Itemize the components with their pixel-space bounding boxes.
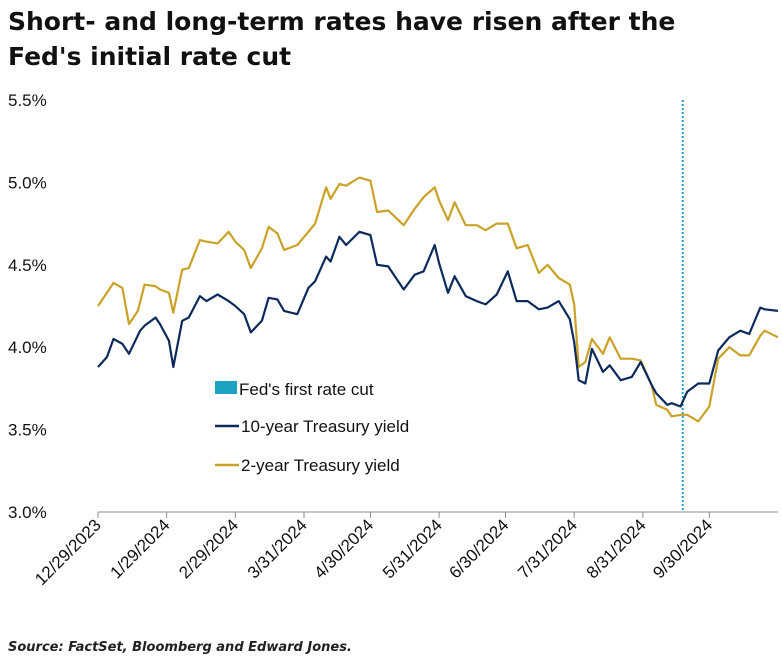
x-tick-label: 3/31/2024 bbox=[244, 515, 311, 582]
y-tick-label: 5.5% bbox=[8, 91, 47, 110]
x-tick-label: 4/30/2024 bbox=[310, 515, 377, 582]
y-tick-label: 5.0% bbox=[8, 173, 47, 192]
x-tick-label: 1/29/2024 bbox=[107, 515, 174, 582]
legend-label-fed-rate-cut: Fed's first rate cut bbox=[239, 380, 374, 399]
legend-label-series: 10-year Treasury yield bbox=[241, 417, 409, 436]
y-tick-label: 3.0% bbox=[8, 503, 47, 522]
x-tick-label: 12/29/2023 bbox=[31, 515, 105, 589]
yield-line-chart: 3.0% 3.5% 4.0% 4.5% 5.0% 5.5% 12/29/2023 1/29/… bbox=[8, 91, 779, 589]
x-tick-label: 9/30/2024 bbox=[649, 515, 716, 582]
x-tick-label: 5/31/2024 bbox=[379, 515, 446, 582]
x-tick-label: 6/30/2024 bbox=[445, 515, 512, 582]
legend: Fed's first rate cut 10-year Treasury yie… bbox=[215, 380, 409, 475]
chart-title-line-2: Fed's initial rate cut bbox=[8, 42, 292, 71]
chart-title-line-1: Short- and long-term rates have risen af… bbox=[8, 7, 676, 36]
y-tick-label: 4.0% bbox=[8, 338, 47, 357]
x-tick-label: 7/31/2024 bbox=[514, 515, 581, 582]
source-note: Source: FactSet, Bloomberg and Edward Jo… bbox=[8, 640, 352, 655]
x-tick-label: 2/29/2024 bbox=[175, 515, 242, 582]
y-axis: 3.0% 3.5% 4.0% 4.5% 5.0% 5.5% bbox=[8, 91, 47, 522]
chart-title: Short- and long-term rates have risen af… bbox=[8, 4, 708, 74]
x-axis: 12/29/2023 1/29/2024 2/29/2024 3/31/2024 4/3… bbox=[31, 511, 778, 589]
10-year-treasury-yield-line bbox=[97, 230, 779, 408]
legend-swatch-fed-rate-cut bbox=[215, 381, 237, 394]
x-tick-label: 8/31/2024 bbox=[583, 515, 650, 582]
2-year-treasury-yield-line bbox=[97, 176, 779, 423]
series-lines bbox=[97, 176, 779, 423]
y-tick-label: 4.5% bbox=[8, 256, 47, 275]
y-tick-label: 3.5% bbox=[8, 421, 47, 440]
legend-label-series: 2-year Treasury yield bbox=[241, 456, 400, 475]
